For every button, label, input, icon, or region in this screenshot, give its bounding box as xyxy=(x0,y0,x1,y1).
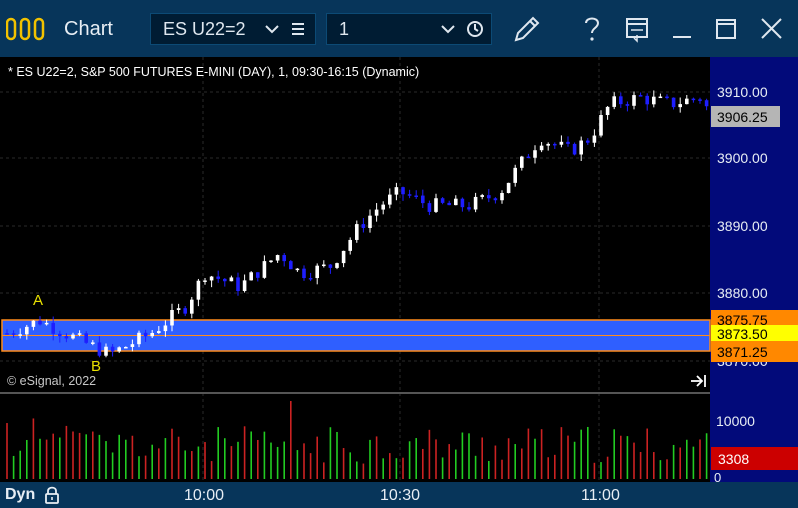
last-price-box xyxy=(711,106,780,127)
gridlines xyxy=(0,57,710,482)
clock-icon[interactable] xyxy=(465,14,485,44)
volume-bars xyxy=(6,401,708,479)
copyright: © eSignal, 2022 xyxy=(7,374,96,388)
marker-b: B xyxy=(91,358,101,375)
chevron-down-icon[interactable] xyxy=(263,14,281,44)
price-label-3910: 3910.00 xyxy=(717,84,768,100)
range-bottom-box xyxy=(711,341,798,362)
price-label-3900: 3900.00 xyxy=(717,150,768,166)
volume-axis-label: 10000 xyxy=(716,413,755,429)
volume-last-box xyxy=(711,447,798,470)
title-bar: Chart ES U22=2 1 xyxy=(0,0,798,57)
time-label-1000: 10:00 xyxy=(184,487,225,504)
chart-logo-icon xyxy=(6,17,45,41)
chevron-down-icon[interactable] xyxy=(439,14,457,44)
status-bar: Dyn 10:00 10:30 11:00 xyxy=(0,482,798,508)
last-price-label: 3906.25 xyxy=(717,109,768,125)
scroll-end-icon[interactable] xyxy=(691,375,706,387)
price-axis-bg xyxy=(710,57,798,482)
time-label-1030: 10:30 xyxy=(380,487,421,504)
price-label-3890: 3890.00 xyxy=(717,218,768,234)
price-candles xyxy=(5,90,709,358)
symbol-value[interactable]: ES U22=2 xyxy=(163,19,246,39)
window-icon[interactable] xyxy=(617,10,657,48)
window-title: Chart xyxy=(64,18,113,40)
price-label-3880: 3880.00 xyxy=(717,285,768,301)
time-label-1100: 11:00 xyxy=(581,487,620,504)
chart-header: * ES U22=2, S&P 500 FUTURES E-MINI (DAY)… xyxy=(8,65,419,79)
interval-combo[interactable]: 1 xyxy=(326,13,492,45)
volume-last-label: 3308 xyxy=(718,451,749,467)
minimize-icon[interactable] xyxy=(662,10,702,48)
mode-label[interactable]: Dyn xyxy=(5,486,36,503)
marker-a: A xyxy=(33,292,43,309)
volume-zero-label: 0 xyxy=(714,470,721,482)
pencil-icon[interactable] xyxy=(507,10,547,48)
help-icon[interactable] xyxy=(572,10,612,48)
close-icon[interactable] xyxy=(752,10,792,48)
menu-lines-icon[interactable] xyxy=(289,14,307,44)
lock-icon[interactable] xyxy=(44,485,60,505)
interval-value[interactable]: 1 xyxy=(339,19,350,39)
range-top-label: 3875.75 xyxy=(717,312,768,328)
range-mid-box xyxy=(711,325,798,342)
range-mid-label: 3873.50 xyxy=(717,326,768,342)
range-bottom-label: 3871.25 xyxy=(717,344,768,360)
chart-canvas[interactable]: * ES U22=2, S&P 500 FUTURES E-MINI (DAY)… xyxy=(0,57,798,482)
maximize-icon[interactable] xyxy=(706,10,746,48)
symbol-combo[interactable]: ES U22=2 xyxy=(150,13,316,45)
